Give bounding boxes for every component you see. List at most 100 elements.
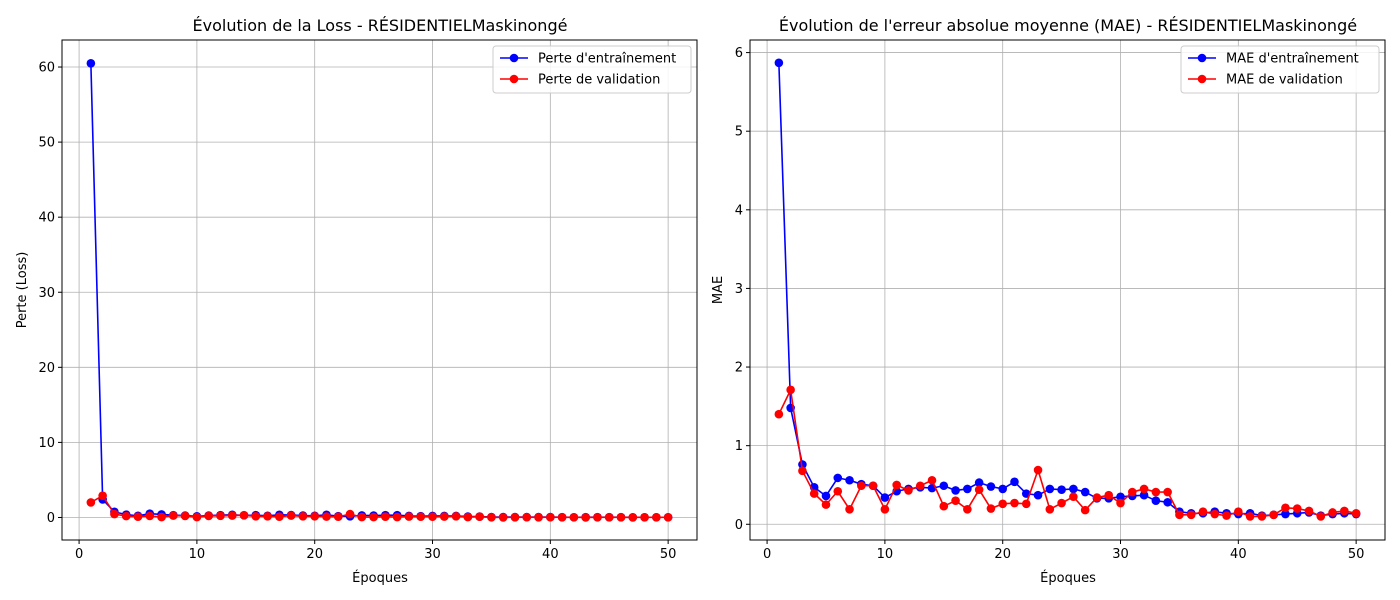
loss-data-point xyxy=(439,512,449,521)
mae-series-1 xyxy=(774,385,1361,521)
mae-chart-title: Évolution de l'erreur absolue moyenne (M… xyxy=(779,16,1357,35)
mae-data-point xyxy=(986,504,996,513)
loss-data-point xyxy=(640,513,649,522)
mae-data-point xyxy=(1151,496,1161,505)
mae-data-point xyxy=(1057,498,1066,508)
loss-legend-label: Perte d'entraînement xyxy=(538,52,676,67)
loss-series-1 xyxy=(86,491,673,522)
mae-data-point xyxy=(1116,492,1125,502)
loss-legend-swatch-marker xyxy=(509,53,519,63)
loss-data-point xyxy=(298,512,308,521)
loss-data-point xyxy=(169,511,178,520)
mae-data-point xyxy=(1080,505,1090,515)
loss-y-tick-label: 60 xyxy=(38,61,55,76)
mae-legend-box xyxy=(1180,45,1380,94)
mae-y-tick-label: 2 xyxy=(735,361,743,376)
loss-x-tick-label: 30 xyxy=(424,547,441,562)
loss-data-point xyxy=(463,512,473,522)
mae-data-point xyxy=(1116,498,1125,508)
mae-x-axis-label: Époques xyxy=(1040,570,1096,586)
mae-data-point xyxy=(963,505,972,514)
mae-y-tick-label: 6 xyxy=(735,46,743,61)
loss-y-tick-label: 10 xyxy=(38,436,55,451)
mae-y-tick-label: 4 xyxy=(735,203,743,218)
loss-data-point xyxy=(498,513,508,522)
mae-data-point xyxy=(1316,512,1326,521)
mae-x-ticks: 0 10 20 30 40 50 xyxy=(763,540,1364,562)
loss-chart: Évolution de la Loss - RÉSIDENTIELMaskin… xyxy=(15,16,698,586)
loss-y-tick-label: 20 xyxy=(38,361,55,376)
mae-data-point xyxy=(1210,509,1220,519)
mae-data-point xyxy=(1021,499,1031,509)
mae-data-point xyxy=(1292,504,1302,513)
loss-y-tick-label: 0 xyxy=(47,511,55,526)
loss-data-point xyxy=(416,512,426,522)
mae-data-point xyxy=(833,473,843,483)
loss-data-point xyxy=(451,512,461,521)
loss-data-point xyxy=(392,512,402,522)
mae-data-point xyxy=(798,460,807,469)
loss-legend-label: Perte de validation xyxy=(538,73,660,88)
loss-data-point xyxy=(133,512,143,522)
mae-data-point xyxy=(774,58,784,68)
mae-x-tick-label: 40 xyxy=(1230,547,1247,562)
mae-data-point xyxy=(1069,492,1078,502)
mae-data-point xyxy=(915,481,925,491)
mae-legend: MAE d'entraînement MAE de validation xyxy=(1180,45,1380,94)
mae-data-point xyxy=(1069,484,1078,494)
loss-data-point xyxy=(86,498,96,507)
mae-y-ticks: 0 1 2 3 4 5 6 xyxy=(735,46,750,533)
loss-data-point xyxy=(369,512,378,522)
mae-data-point xyxy=(986,482,996,491)
mae-y-tick-label: 5 xyxy=(735,125,743,140)
loss-data-point xyxy=(157,512,166,522)
mae-data-point xyxy=(880,505,890,514)
loss-data-point xyxy=(381,512,390,522)
loss-x-ticks: 0 10 20 30 40 50 xyxy=(75,540,676,562)
mae-data-point xyxy=(998,499,1008,509)
mae-data-point xyxy=(1139,484,1149,494)
loss-series xyxy=(86,58,673,522)
mae-legend-label: MAE de validation xyxy=(1226,73,1343,88)
loss-y-ticks: 0 10 20 30 40 50 60 xyxy=(38,61,62,526)
loss-data-point xyxy=(204,511,213,521)
mae-legend-item-1: MAE de validation xyxy=(1188,73,1343,88)
loss-legend: Perte d'entraînement Perte de validation xyxy=(492,45,692,94)
loss-data-point xyxy=(275,512,284,522)
mae-data-point xyxy=(798,466,807,476)
mae-data-point xyxy=(880,493,890,502)
loss-data-point xyxy=(428,512,437,522)
loss-data-point xyxy=(546,512,555,522)
mae-legend-swatch-marker xyxy=(1197,53,1207,63)
mae-data-point xyxy=(774,409,784,419)
mae-data-point xyxy=(1304,506,1314,516)
mae-data-point xyxy=(951,496,960,505)
mae-data-point xyxy=(1104,490,1114,500)
loss-data-point xyxy=(98,491,107,501)
loss-data-point xyxy=(604,513,614,522)
mae-data-point xyxy=(1010,498,1019,508)
mae-data-point xyxy=(1151,487,1161,497)
loss-data-point xyxy=(569,513,579,522)
mae-data-point xyxy=(1234,507,1243,516)
loss-data-point xyxy=(145,511,155,521)
loss-data-point xyxy=(286,511,296,520)
loss-legend-swatch-marker xyxy=(509,74,519,84)
loss-legend-item-0: Perte d'entraînement xyxy=(500,52,676,67)
loss-y-tick-label: 50 xyxy=(38,136,55,151)
mae-data-point xyxy=(1057,485,1066,494)
mae-data-point xyxy=(1139,490,1149,500)
loss-legend-item-1: Perte de validation xyxy=(500,73,660,88)
mae-data-point xyxy=(868,481,878,491)
mae-legend-label: MAE d'entraînement xyxy=(1226,52,1359,67)
loss-data-point xyxy=(357,512,367,522)
loss-data-point xyxy=(581,513,590,522)
loss-chart-title: Évolution de la Loss - RÉSIDENTIELMaskin… xyxy=(193,16,568,35)
mae-data-point xyxy=(833,486,843,496)
mae-data-point xyxy=(963,484,972,494)
mae-y-tick-label: 1 xyxy=(735,439,743,454)
loss-y-axis-label: Perte (Loss) xyxy=(15,252,30,329)
loss-data-point xyxy=(227,511,237,520)
loss-y-tick-label: 40 xyxy=(38,211,55,226)
mae-data-point xyxy=(998,484,1008,494)
